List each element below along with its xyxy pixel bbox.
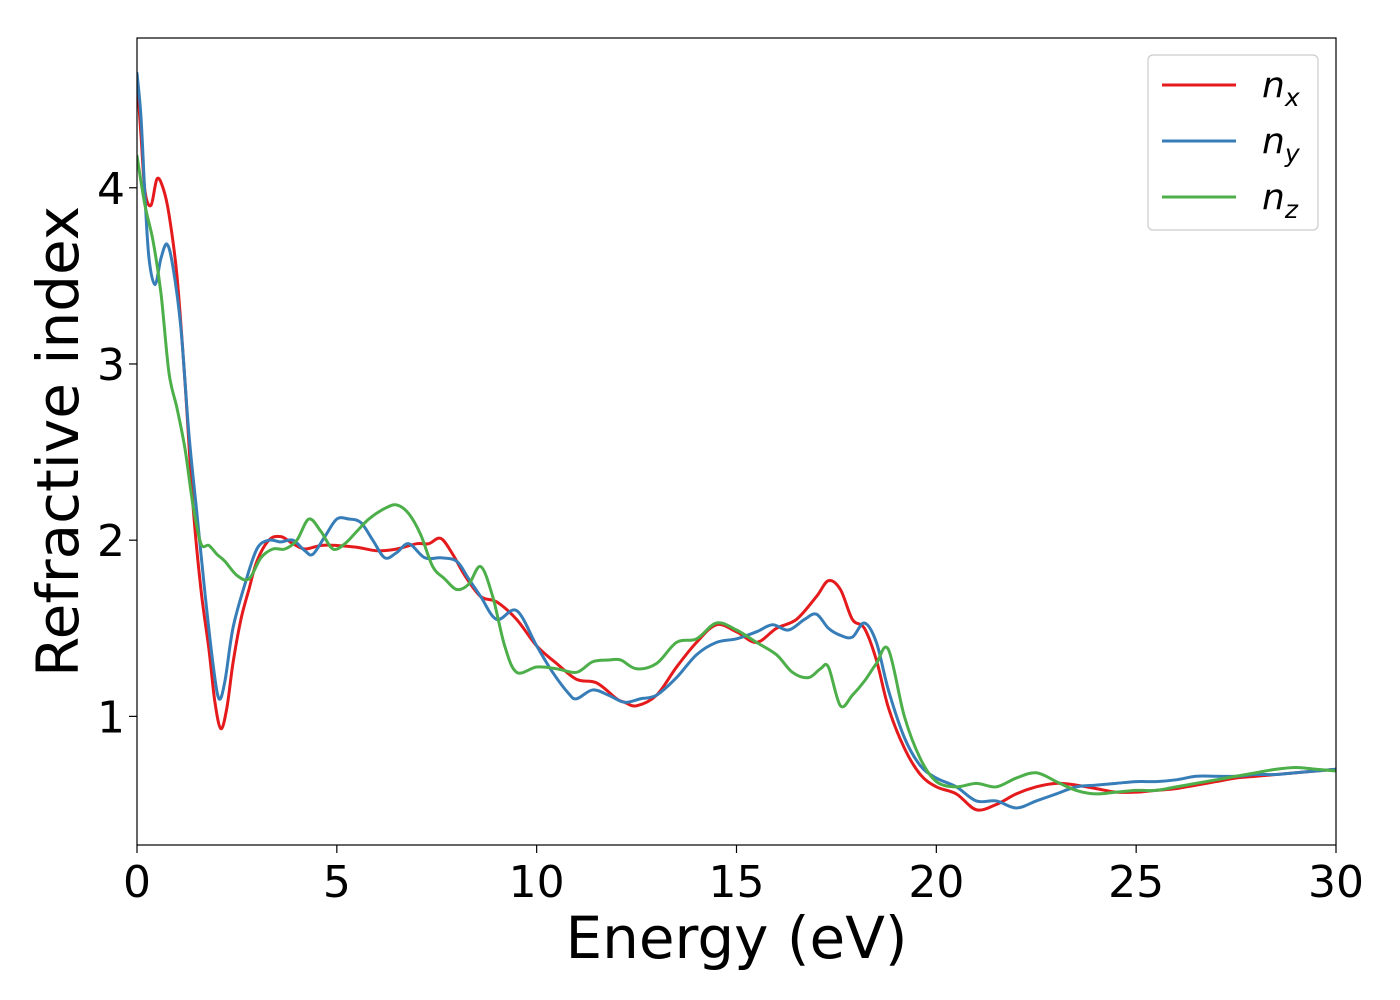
x-tick-label: 30 [1308, 857, 1364, 908]
series-layer [137, 71, 1336, 812]
x-tick-label: 20 [908, 857, 964, 908]
legend-entries: nx ny nz [1162, 65, 1301, 224]
series-line-z [137, 154, 1336, 796]
legend-label-x: nx [1262, 65, 1300, 112]
y-tick-label: 1 [97, 692, 125, 743]
series-line-y [137, 71, 1336, 810]
x-tick-label: 5 [323, 857, 351, 908]
x-axis-label: Energy (eV) [565, 904, 907, 972]
y-axis-label: Refractive index [24, 206, 92, 677]
legend-label-z: nz [1262, 177, 1299, 224]
legend: nx ny nz [1147, 54, 1319, 231]
y-tick-label: 3 [97, 340, 125, 391]
legend-label-y: ny [1262, 121, 1301, 168]
x-tick-label: 25 [1108, 857, 1164, 908]
x-tick-label: 10 [509, 857, 565, 908]
ticks-layer: 0 5 10 15 20 25 30 1 2 3 4 [97, 164, 1364, 908]
y-tick-label: 2 [97, 516, 125, 567]
x-tick-label: 15 [709, 857, 765, 908]
series-line-x [137, 77, 1336, 812]
x-tick-label: 0 [123, 857, 151, 908]
y-tick-label: 4 [97, 164, 125, 215]
